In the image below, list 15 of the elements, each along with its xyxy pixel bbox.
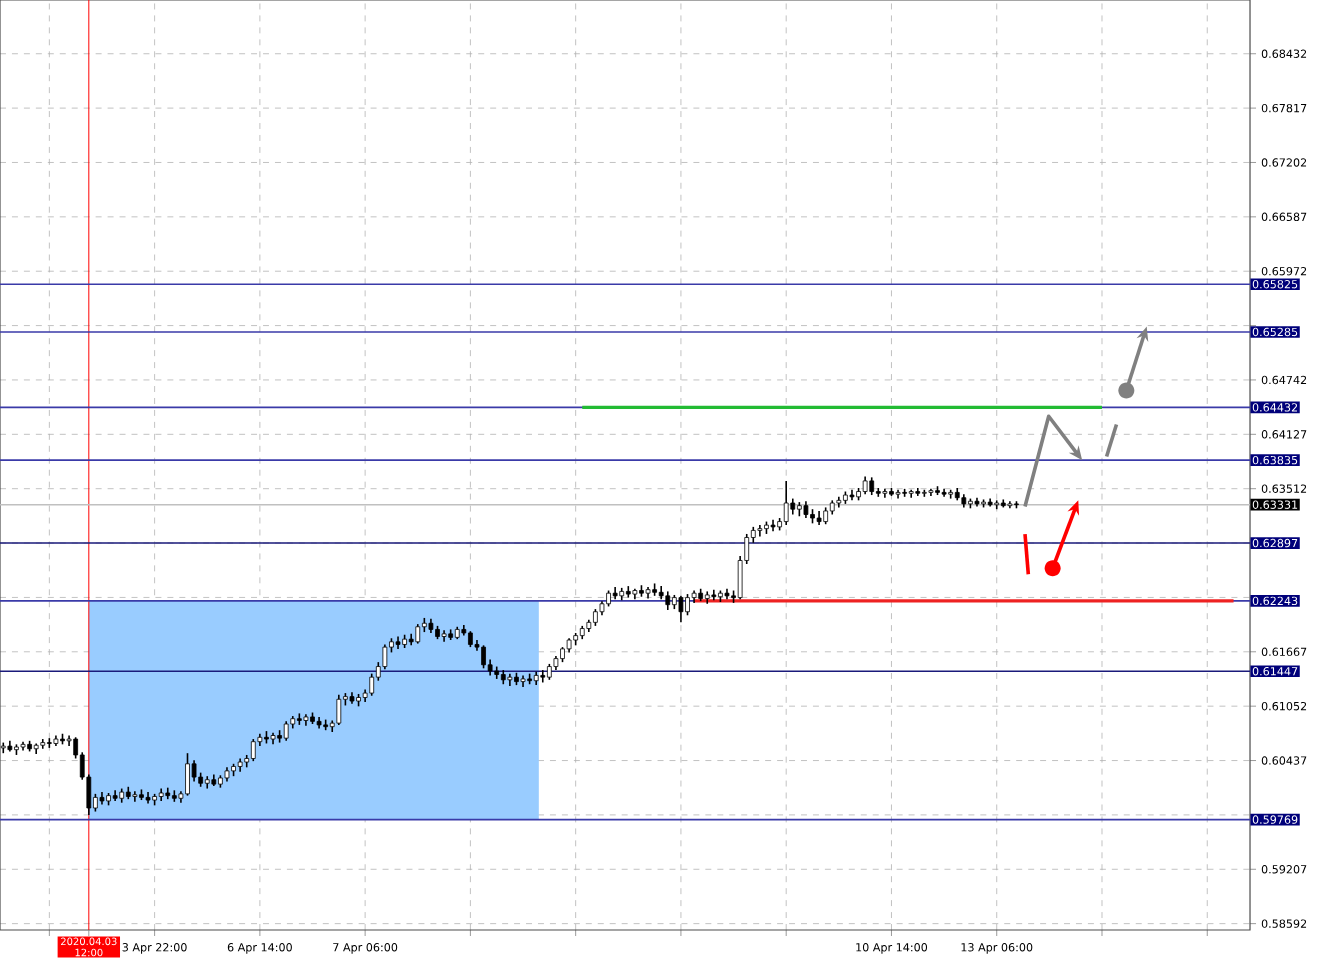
candlestick bbox=[678, 595, 684, 624]
candlestick bbox=[250, 738, 256, 762]
candlestick bbox=[481, 644, 486, 670]
candlestick bbox=[132, 790, 138, 803]
candlestick bbox=[540, 669, 546, 684]
candlestick bbox=[415, 623, 421, 645]
candlestick bbox=[783, 480, 789, 526]
candlestick bbox=[665, 590, 671, 611]
candlestick bbox=[336, 694, 342, 726]
candlestick bbox=[612, 586, 618, 601]
candlestick bbox=[685, 593, 690, 617]
candlestick bbox=[757, 524, 763, 538]
candlestick bbox=[283, 720, 289, 742]
candlestick bbox=[507, 672, 513, 687]
candlestick bbox=[185, 752, 190, 797]
